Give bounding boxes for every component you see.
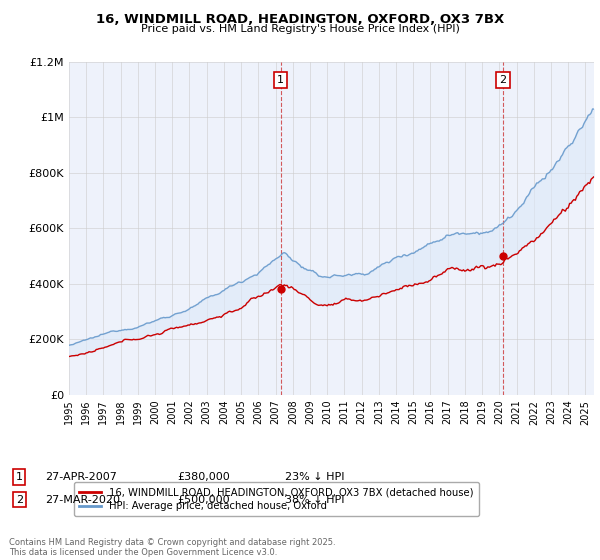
Legend: 16, WINDMILL ROAD, HEADINGTON, OXFORD, OX3 7BX (detached house), HPI: Average pr: 16, WINDMILL ROAD, HEADINGTON, OXFORD, O… bbox=[74, 482, 479, 516]
Text: Contains HM Land Registry data © Crown copyright and database right 2025.
This d: Contains HM Land Registry data © Crown c… bbox=[9, 538, 335, 557]
Text: 16, WINDMILL ROAD, HEADINGTON, OXFORD, OX3 7BX: 16, WINDMILL ROAD, HEADINGTON, OXFORD, O… bbox=[96, 13, 504, 26]
Text: 2: 2 bbox=[16, 494, 23, 505]
Text: 38% ↓ HPI: 38% ↓ HPI bbox=[285, 494, 344, 505]
Text: 27-APR-2007: 27-APR-2007 bbox=[45, 472, 117, 482]
Text: Price paid vs. HM Land Registry's House Price Index (HPI): Price paid vs. HM Land Registry's House … bbox=[140, 24, 460, 34]
Text: 27-MAR-2020: 27-MAR-2020 bbox=[45, 494, 120, 505]
Text: £500,000: £500,000 bbox=[177, 494, 230, 505]
Text: 2: 2 bbox=[499, 75, 506, 85]
Text: 23% ↓ HPI: 23% ↓ HPI bbox=[285, 472, 344, 482]
Text: £380,000: £380,000 bbox=[177, 472, 230, 482]
Text: 1: 1 bbox=[277, 75, 284, 85]
Text: 1: 1 bbox=[16, 472, 23, 482]
